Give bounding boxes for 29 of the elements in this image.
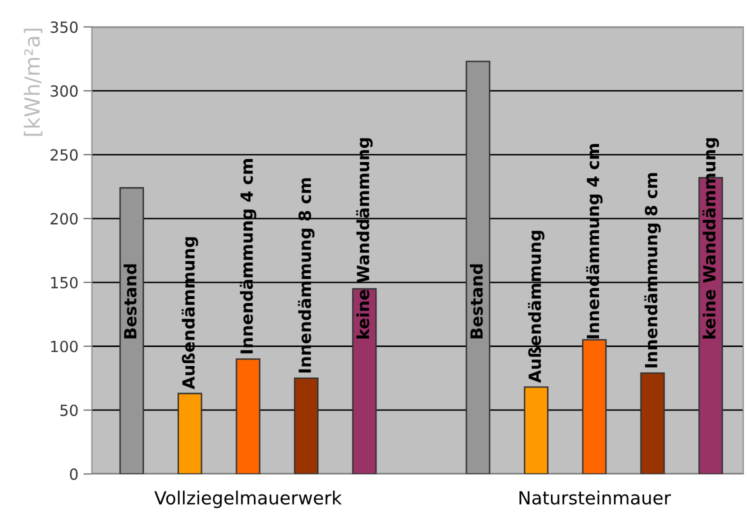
text: Außendämmung — [528, 230, 544, 383]
text: Bestand — [470, 264, 483, 338]
bar — [236, 358, 260, 474]
y-tick-label: 100 — [51, 340, 78, 352]
x-tick-label: Natursteinmauer — [520, 490, 671, 505]
bar — [294, 377, 319, 474]
text: Innendämmung 4 cm — [586, 144, 603, 338]
text: keine Wanddämmung — [702, 138, 719, 338]
bar — [582, 339, 607, 474]
bar — [524, 386, 548, 474]
y-tick-label: 200 — [50, 212, 78, 225]
bar — [466, 60, 490, 474]
y-tick-label: 50 — [60, 404, 78, 416]
bar — [119, 187, 144, 474]
text: keine Wanddämmung — [356, 138, 373, 338]
y-tick-label: 350 — [50, 21, 78, 33]
y-tick-label: 0 — [70, 468, 78, 480]
text: Innendämmung 4 cm — [240, 159, 256, 354]
y-tick-label: 250 — [50, 149, 78, 161]
bar — [352, 288, 377, 474]
bar — [178, 392, 202, 474]
series-label: Bestand — [124, 264, 137, 338]
y-axis-title: [kWh/m²a] — [24, 28, 42, 136]
bar — [640, 372, 665, 474]
x-tick-label: Vollziegelmauerwerk — [154, 490, 342, 508]
text: Außendämmung — [182, 237, 198, 390]
text: Innendämmung 8 cm — [644, 173, 661, 368]
y-tick-label: 300 — [50, 85, 78, 97]
y-tick-label: 150 — [51, 276, 78, 288]
